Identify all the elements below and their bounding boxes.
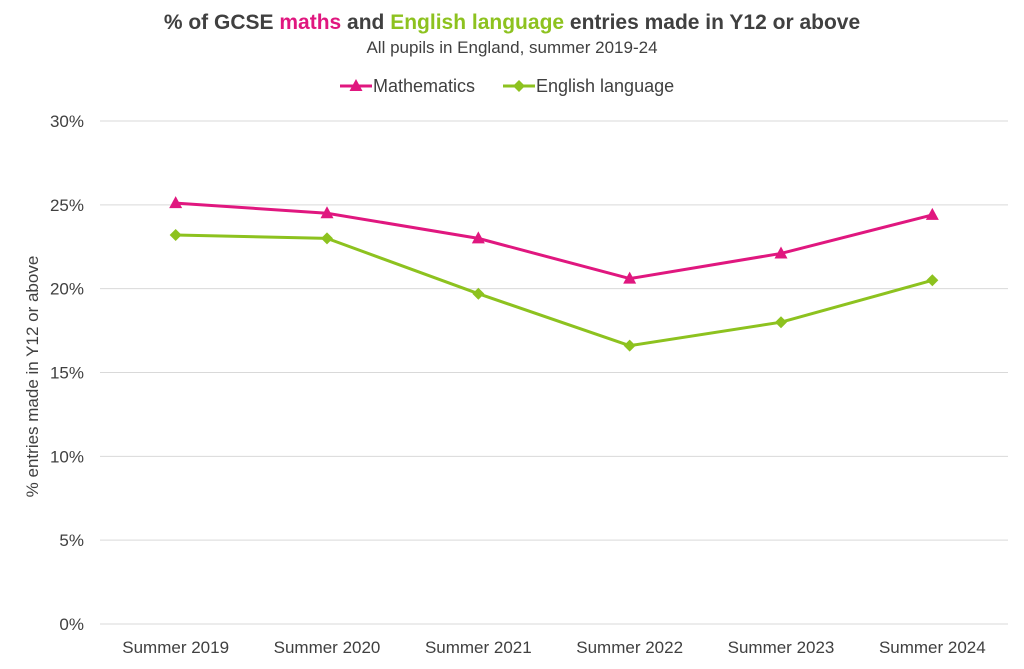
y-tick-label: 20% [50, 280, 84, 299]
legend: Mathematics English language [340, 76, 674, 96]
data-point-diamond [169, 229, 182, 242]
legend-marker-diamond [513, 80, 525, 92]
legend-label: English language [536, 76, 674, 96]
chart-subtitle: All pupils in England, summer 2019-24 [366, 38, 657, 57]
x-tick-label: Summer 2019 [122, 638, 229, 657]
data-point-triangle [471, 231, 485, 244]
title-part-5: entries made in Y12 or above [564, 11, 860, 34]
title-english-highlight: English language [390, 11, 564, 34]
y-tick-label: 5% [59, 531, 84, 550]
series-layer [169, 196, 939, 352]
data-point-triangle [623, 271, 637, 284]
legend-marker-triangle [349, 79, 363, 91]
y-tick-label: 0% [59, 615, 84, 634]
x-axis-ticks: Summer 2019 Summer 2020 Summer 2021 Summer … [122, 638, 985, 657]
series-line [175, 233, 933, 348]
data-point-diamond [472, 287, 485, 300]
data-point-triangle [925, 207, 939, 220]
data-point-diamond [321, 232, 333, 245]
data-point-triangle [774, 246, 788, 259]
x-tick-label: Summer 2023 [728, 638, 835, 657]
x-tick-label: Summer 2021 [425, 638, 532, 657]
x-tick-label: Summer 2022 [576, 638, 683, 657]
y-tick-label: 10% [50, 447, 84, 466]
gridlines [100, 120, 1008, 625]
data-point-diamond [926, 274, 939, 287]
y-axis-title: % entries made in Y12 or above [23, 256, 42, 498]
title-maths-highlight: maths [279, 11, 341, 34]
y-tick-label: 15% [50, 364, 84, 383]
y-tick-label: 30% [50, 112, 84, 131]
title-part-3: and [341, 11, 390, 34]
legend-item: Mathematics [340, 76, 475, 96]
x-tick-label: Summer 2020 [274, 638, 381, 657]
data-point-diamond [775, 316, 787, 329]
series-mathematics [169, 196, 939, 284]
series-english-language [169, 229, 939, 352]
data-point-diamond [623, 339, 636, 352]
legend-label: Mathematics [373, 76, 475, 96]
title-part-1: % of GCSE [164, 11, 280, 34]
data-point-triangle [320, 206, 334, 219]
chart-title: % of GCSE maths and English language ent… [164, 11, 860, 34]
y-tick-label: 25% [50, 196, 84, 215]
y-axis-ticks: 0% 5% 10% 15% 20% 25% 30% [50, 112, 84, 634]
data-point-triangle [169, 196, 183, 209]
legend-item: English language [503, 76, 674, 96]
series-line [175, 201, 933, 281]
x-tick-label: Summer 2024 [879, 638, 986, 657]
